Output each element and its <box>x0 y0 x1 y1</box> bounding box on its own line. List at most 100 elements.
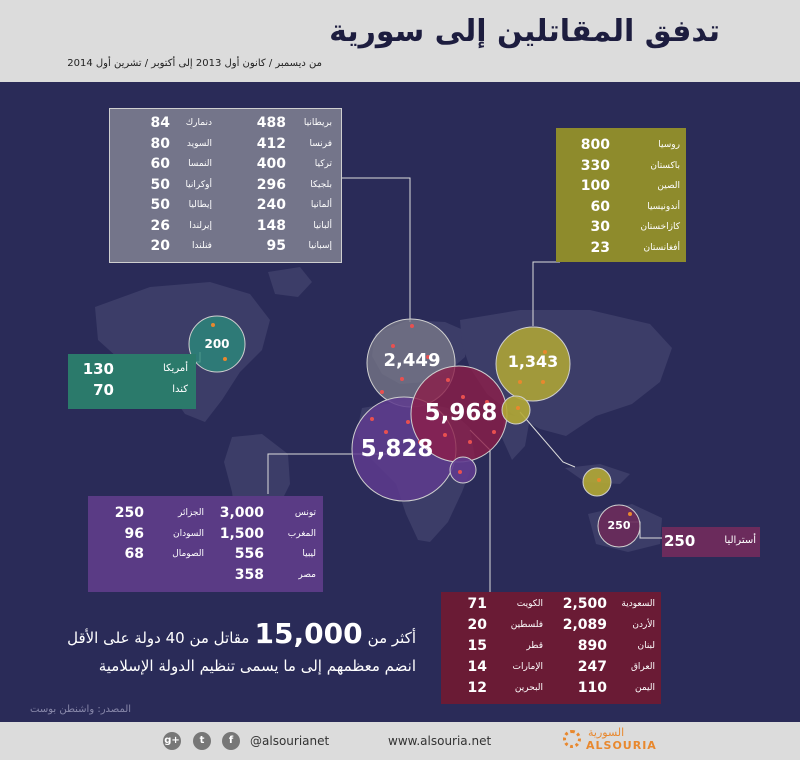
europe-country-name: إيطاليا <box>188 200 212 210</box>
asia-country-value: 30 <box>590 219 610 235</box>
africa-country-name: الصومال <box>172 549 204 559</box>
asia-country-value: 330 <box>580 157 610 174</box>
africa-country-name: مصر <box>298 569 316 580</box>
europe-country-name: إيرلندا <box>189 220 212 231</box>
middle-east-bubble-label: 5,968 <box>424 400 498 426</box>
middle-east-country-value: 247 <box>577 659 607 675</box>
europe-country-value: 95 <box>266 238 286 254</box>
australia-name: أستراليا <box>724 535 756 546</box>
europe-country-value: 84 <box>150 115 170 131</box>
europe-country-value: 20 <box>150 238 170 254</box>
middle-east-country-value: 71 <box>467 596 487 612</box>
america-box: 130 أمريكا 70 كندا <box>68 354 196 409</box>
asia-country-name: روسيا <box>658 140 680 150</box>
indonesia-bubble <box>582 467 612 497</box>
page-title: تدفق المقاتلين إلى سورية <box>329 14 720 49</box>
total-prefix: أكثر من <box>367 629 416 647</box>
middle-east-country-value: 110 <box>577 680 607 696</box>
africa-box: 3,000 تونس 1,500 المغرب 556 ليبيا 358 مصر 250 الج… <box>88 496 323 592</box>
middle-east-country-value: 2,500 <box>562 596 607 612</box>
africa-country-value: 358 <box>234 566 264 583</box>
europe-country-value: 400 <box>256 156 286 172</box>
america-bubble-label: 200 <box>204 337 230 351</box>
europe-country-value: 148 <box>256 217 286 234</box>
middle-east-country-name: اليمن <box>634 683 655 693</box>
east-africa-bubble <box>449 456 477 484</box>
europe-bubble-label: 2,449 <box>383 350 441 371</box>
middle-east-country-value: 15 <box>467 638 487 654</box>
europe-country-value: 60 <box>150 156 170 172</box>
total-number: 15,000 <box>254 617 363 650</box>
region-bubbles <box>188 315 641 548</box>
europe-country-name: فرنسا <box>309 138 332 149</box>
asia-country-name: أندونيسيا <box>647 201 680 212</box>
europe-country-value: 488 <box>256 115 286 131</box>
middle-east-country-name: الكويت <box>516 599 543 609</box>
asia-country-value: 100 <box>580 178 610 194</box>
europe-country-name: النمسا <box>188 159 212 169</box>
country-dots <box>211 323 632 516</box>
europe-country-value: 296 <box>256 176 286 193</box>
australia-box: 250 أستراليا <box>662 527 760 557</box>
asia-bubble <box>495 326 571 402</box>
europe-country-value: 50 <box>150 197 170 213</box>
africa-country-name: السودان <box>172 528 204 539</box>
date-range-subtitle: من ديسمبر / كانون أول 2013 إلى أكتوبر / … <box>67 58 322 69</box>
africa-country-value: 3,000 <box>219 505 264 521</box>
africa-country-value: 1,500 <box>219 525 264 542</box>
source-note: المصدر: واشنطن بوست <box>30 704 132 715</box>
europe-country-name: بلجيكا <box>310 179 332 190</box>
america-bubble <box>188 315 246 373</box>
europe-country-value: 240 <box>256 197 286 213</box>
middle-east-country-value: 890 <box>577 638 607 654</box>
asia-country-value: 60 <box>590 198 610 215</box>
asia-country-value: 23 <box>590 239 610 256</box>
alsouria-logo-icon <box>563 730 581 748</box>
africa-country-value: 68 <box>124 546 144 562</box>
africa-country-name: ليبيا <box>302 549 316 559</box>
asia-country-value: 800 <box>580 137 610 153</box>
europe-country-name: بريطانيا <box>303 118 332 128</box>
middle-east-country-name: السعودية <box>621 599 655 609</box>
europe-box: 488 بريطانيا 412 فرنسا 400 تركيا 296 بلجيكا 240 أ… <box>109 108 342 263</box>
total-line-1: أكثر من 15,000 مقاتل من 40 دولة على الأق… <box>67 617 416 650</box>
twitter-icon[interactable]: t <box>193 732 211 750</box>
middle-east-country-name: العراق <box>630 662 655 672</box>
middle-east-country-name: فلسطين <box>510 620 543 630</box>
website-link[interactable]: www.alsouria.net <box>388 734 492 748</box>
middle-east-country-value: 20 <box>467 617 487 633</box>
facebook-icon[interactable]: f <box>222 732 240 750</box>
europe-country-name: تركيا <box>314 159 332 169</box>
google-plus-icon[interactable]: g+ <box>163 732 181 750</box>
south-asia-bubble <box>501 395 531 425</box>
australia-value: 250 <box>664 532 696 550</box>
middle-east-country-value: 14 <box>467 659 487 675</box>
middle-east-country-name: الإمارات <box>512 662 543 672</box>
africa-country-name: المغرب <box>287 528 316 539</box>
africa-country-value: 556 <box>234 546 264 562</box>
africa-country-value: 250 <box>114 505 144 521</box>
middle-east-country-name: لبنان <box>637 641 655 651</box>
africa-country-name: الجزائر <box>178 508 204 518</box>
europe-country-name: فنلندا <box>192 241 212 251</box>
middle-east-box: 2,500 السعودية 2,089 الأردن 890 لبنان 247 العرا… <box>441 592 661 704</box>
america-country-name: كندا <box>172 384 188 395</box>
total-line-2: انضم معظمهم إلى ما يسمى تنظيم الدولة الإ… <box>98 657 416 675</box>
middle-east-country-name: البحرين <box>514 683 543 693</box>
europe-country-name: دنمارك <box>185 118 212 128</box>
footer: g+ t f @alsourianet www.alsouria.net الس… <box>0 722 800 760</box>
europe-country-value: 412 <box>256 135 286 152</box>
america-country-value: 70 <box>93 381 114 399</box>
europe-country-name: السويد <box>186 138 212 149</box>
africa-country-value: 96 <box>124 525 144 542</box>
middle-east-country-value: 12 <box>467 680 487 696</box>
middle-east-country-name: قطر <box>526 641 543 651</box>
america-country-name: أمريكا <box>162 363 188 374</box>
asia-country-name: الصين <box>657 181 680 191</box>
asia-country-name: باكستان <box>650 160 680 171</box>
middle-east-country-value: 2,089 <box>562 617 607 633</box>
asia-country-name: كازاخستان <box>640 222 680 232</box>
europe-country-value: 50 <box>150 176 170 193</box>
social-handle[interactable]: @alsourianet <box>250 734 330 748</box>
